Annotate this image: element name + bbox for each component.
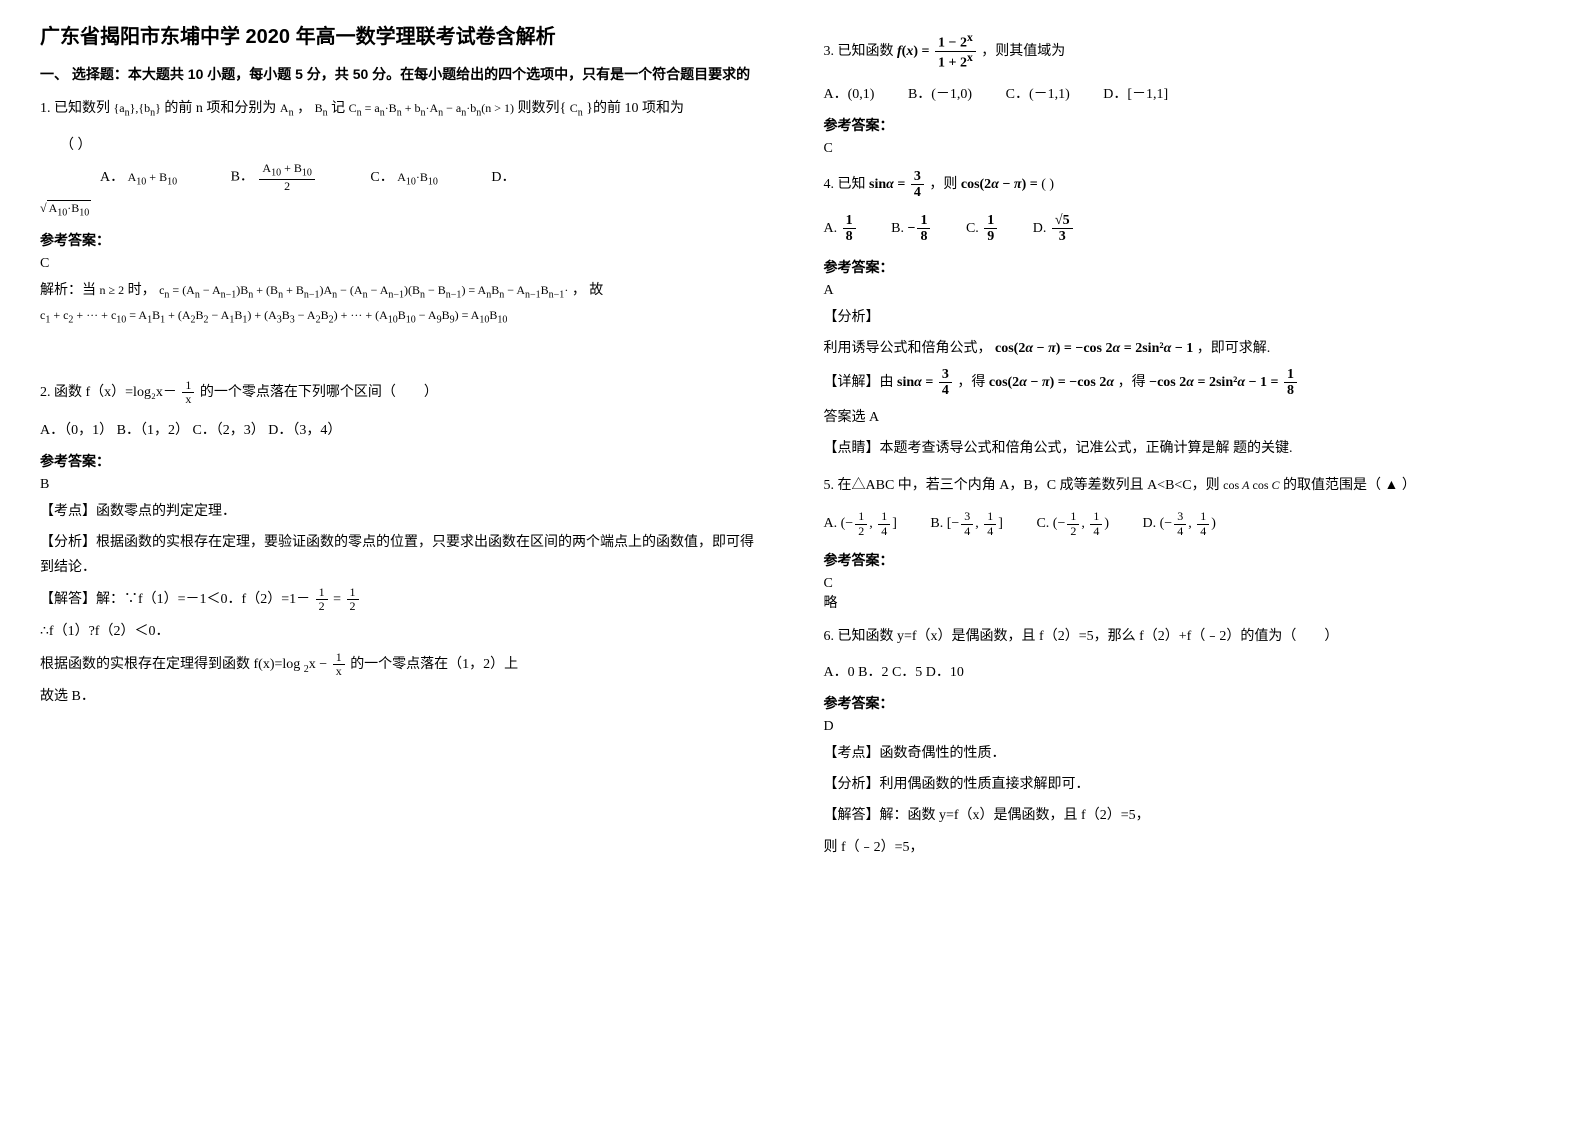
q2-jd4: 故选 B． [40,684,764,709]
q4-optA: A. 18 [824,213,858,245]
q4-optC: C. 19 [966,213,999,245]
q1-Cn-def: Cn = an·Bn + bn·An − an·bn(n > 1) [349,101,514,115]
q1-stem-mid2: ， [297,101,311,116]
q1-optA: A． A10 + B10 [100,166,177,187]
q1-stem-post: 则数列{ [518,101,567,116]
q4-ans: A [824,283,1548,299]
q3-optA: A．(0,1) [824,83,875,103]
q2-ans: B [40,477,764,493]
q5-optD: D. (−34, 14) [1143,510,1216,537]
q5-optA: A. (−12, 14] [824,510,897,537]
q3-optD: D．[－1,1] [1103,83,1168,103]
q2-ans-label: 参考答案： [40,451,764,471]
q2-kp: 【考点】函数零点的判定定理． [40,499,764,524]
q2-jd2: ∴f（1）?f（2）＜0． [40,619,764,644]
q1-options: A． A10 + B10 B． A10 + B102 C． A10·B10 D． [40,162,764,193]
q2-jd3: 根据函数的实根存在定理得到函数 f(x)=log 2x − 1x 的一个零点落在… [40,651,764,679]
q6-opts: A．0 B．2 C．5 D．10 [824,661,1548,681]
q2-stem-post: 的一个零点落在下列哪个区间（ ） [200,385,438,400]
q1-An: An [280,101,294,115]
q4-xj2: 答案选 A [824,405,1548,430]
q3-ans-label: 参考答案： [824,115,1548,135]
part1-header: 一、 选择题：本大题共 10 小题，每小题 5 分，共 50 分。在每小题给出的… [40,64,764,84]
q4-stem-mid: ，则 [929,177,957,192]
q1-ans: C [40,256,764,272]
q5-stem-post: 的取值范围是（ ▲ ） [1283,478,1416,493]
q5-options: A. (−12, 14] B. [−34, 14] C. (−12, 14) D… [824,510,1548,537]
q4-ans-label: 参考答案： [824,257,1548,277]
q4-ds: 【点睛】本题考查诱导公式和倍角公式，记准公式，正确计算是解 题的关键. [824,436,1548,461]
q3-stem-post: ，则其值域为 [981,44,1065,59]
q6-stem: 6. 已知函数 y=f（x）是偶函数，且 f（2）=5，那么 f（2）+f（﹣2… [824,624,1548,649]
q5-ans: C [824,576,1548,592]
q5-stem: 5. 在△ABC 中，若三个内角 A，B，C 成等差数列且 A<B<C，则 [824,478,1220,493]
q1-optB: B． A10 + B102 [231,162,317,193]
q4: 4. 已知 sinα = 34 ，则 cos(2α − π) = ( ) [824,169,1548,201]
q1-seq: {an},{bn} [114,101,161,115]
q3-optB: B．(－1,0) [908,83,972,103]
q3-ans: C [824,141,1548,157]
q5-optB: B. [−34, 14] [930,510,1003,537]
q4-fx: 利用诱导公式和倍角公式， cos(2α − π) = −cos 2α = 2si… [824,336,1548,361]
q1-stem-mid1: 的前 n 项和分别为 [164,101,276,116]
q2-stem: 2. 函数 f（x）=log₂x－ [40,385,177,400]
q2-fx: 【分析】根据函数的实根存在定理，要验证函数的零点的位置，只要求出函数在区间的两个… [40,530,764,580]
q4-options: A. 18 B. −18 C. 19 D. √53 [824,213,1548,245]
q3-optC: C．(－1,1) [1006,83,1070,103]
q2-jd: 【解答】解：∵f（1）=－1＜0．f（2）=1－ 12 = 12 [40,586,764,613]
q3: 3. 已知函数 f(x) = 1 − 2x1 + 2x ，则其值域为 [824,32,1548,71]
q1-stem-pre: 1. 已知数列 [40,101,110,116]
q2-opts: A．（0，1） B．（1，2） C．（2，3） D．（3，4） [40,419,764,439]
q3-options: A．(0,1) B．(－1,0) C．(－1,1) D．[－1,1] [824,83,1548,103]
q4-optB: B. −18 [891,213,932,245]
q4-stem-post: ( ) [1041,177,1054,192]
q6-jd2: 则 f（﹣2）=5， [824,835,1548,860]
q2: 2. 函数 f（x）=log₂x－ 1x 的一个零点落在下列哪个区间（ ） [40,379,764,406]
q4-stem-pre: 4. 已知 [824,177,866,192]
q5-ans-label: 参考答案： [824,550,1548,570]
q1-Cn: Cn [570,101,583,115]
q6-fx: 【分析】利用偶函数的性质直接求解即可． [824,772,1548,797]
q1-Bn: Bn [315,101,328,115]
q1-stem-mid3: 记 [331,101,345,116]
q1-optD-body: A10·B10 [40,201,764,218]
q1-optD: D． [491,166,515,186]
q1-solution: 解析：当 n ≥ 2 时， cn = (An − An−1)Bn + (Bn +… [40,278,764,329]
q6-ans: D [824,719,1548,735]
q1-paren: （ ） [40,134,764,154]
q5-optC: C. (−12, 14) [1036,510,1109,537]
q4-optD: D. √53 [1033,213,1075,245]
q1-stem-end: }的前 10 项和为 [586,101,684,116]
page-title: 广东省揭阳市东埔中学 2020 年高一数学理联考试卷含解析 [40,20,764,49]
q5-ans2: 略 [824,592,1548,612]
q1: 1. 已知数列 {an},{bn} 的前 n 项和分别为 An ， Bn 记 C… [40,96,764,122]
q6-jd: 【解答】解：函数 y=f（x）是偶函数，且 f（2）=5， [824,803,1548,828]
q1-optC: C． A10·B10 [370,166,438,187]
q6-kp: 【考点】函数奇偶性的性质． [824,741,1548,766]
q3-stem-pre: 3. 已知函数 [824,44,894,59]
q4-fx-label: 【分析】 [824,305,1548,330]
q1-ans-label: 参考答案： [40,230,764,250]
q4-xj: 【详解】由 sinα = 34 ，得 cos(2α − π) = −cos 2α… [824,367,1548,399]
q5: 5. 在△ABC 中，若三个内角 A，B，C 成等差数列且 A<B<C，则 co… [824,473,1548,498]
q6-ans-label: 参考答案： [824,693,1548,713]
